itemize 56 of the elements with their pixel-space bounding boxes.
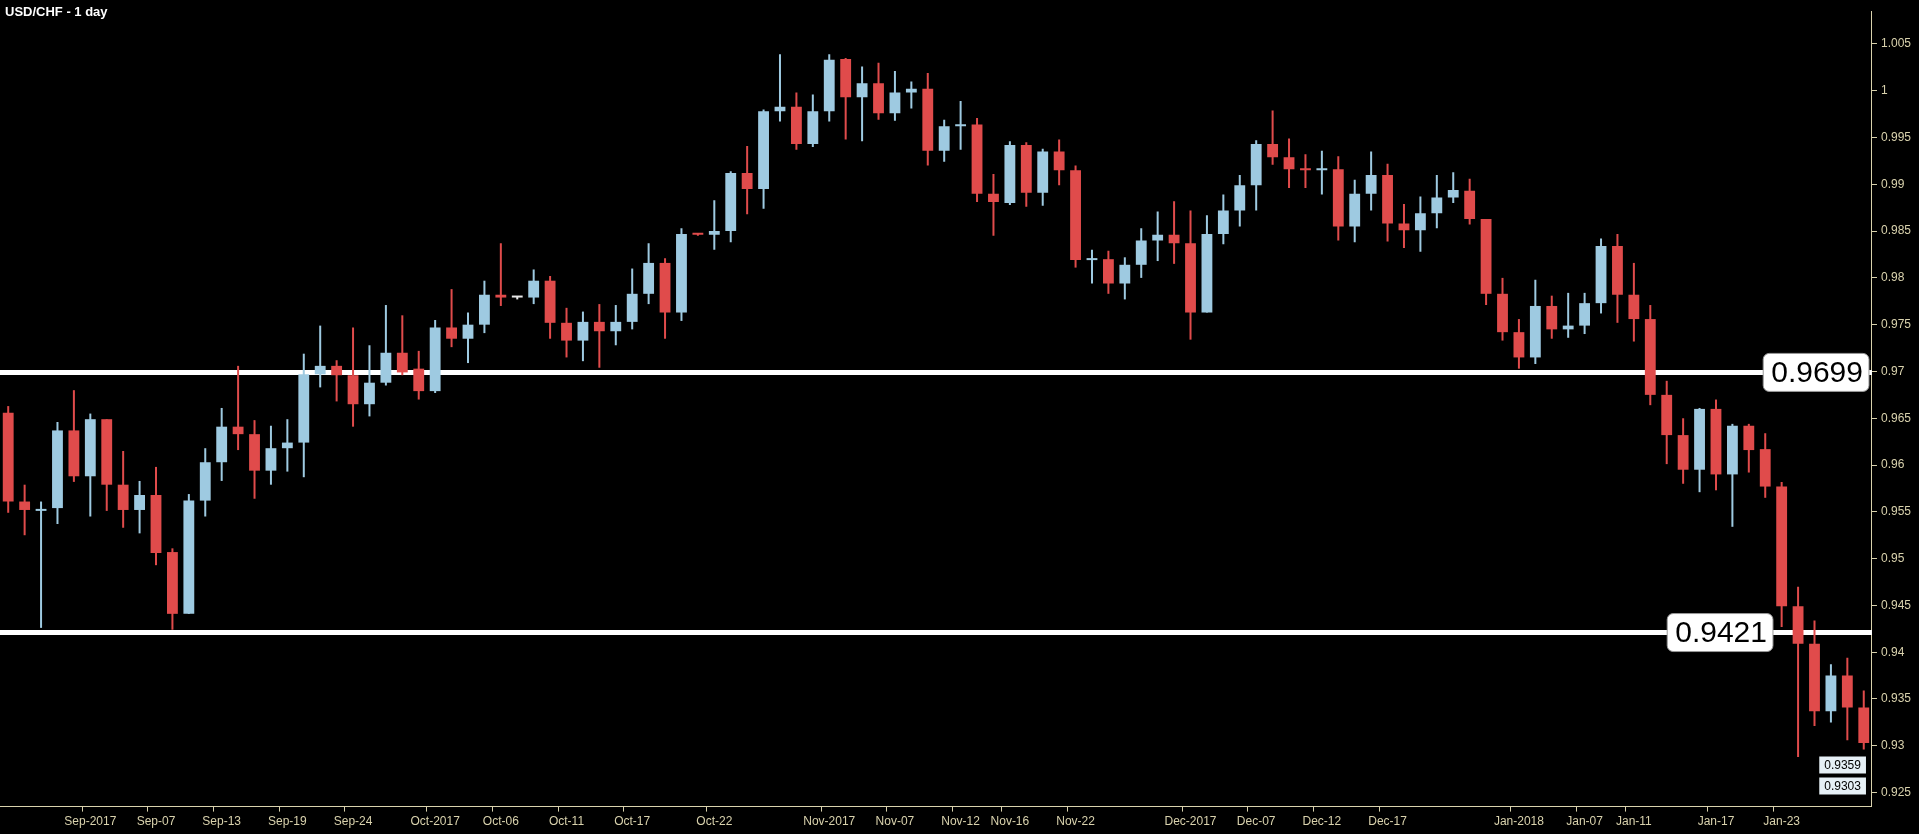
y-tick-label: 0.985	[1880, 223, 1912, 238]
x-tick-label: Nov-22	[1056, 814, 1096, 829]
x-tick-label: Jan-07	[1566, 814, 1604, 829]
x-tick-label: Nov-07	[875, 814, 915, 829]
x-tick-label: Dec-2017	[1164, 814, 1217, 829]
y-tick-label: 0.995	[1880, 129, 1912, 144]
x-tick-label: Oct-06	[482, 814, 520, 829]
x-tick-label: Dec-17	[1368, 814, 1408, 829]
candlestick	[495, 243, 507, 306]
y-tick-label: 0.955	[1880, 504, 1912, 519]
y-tick-label: 0.95	[1880, 550, 1905, 565]
x-tick-label: Jan-17	[1697, 814, 1735, 829]
x-tick-label: Sep-2017	[64, 814, 117, 829]
x-tick-label: Dec-07	[1236, 814, 1276, 829]
x-tick-label: Nov-16	[990, 814, 1030, 829]
x-tick-label: Nov-12	[941, 814, 981, 829]
x-tick-label: Nov-2017	[803, 814, 856, 829]
annotation: 0.9303	[1824, 779, 1862, 794]
candlestick	[232, 365, 244, 451]
ref-line-label: 0.9699	[1771, 354, 1863, 388]
x-tick-label: Sep-24	[333, 814, 373, 829]
x-tick-label: Oct-22	[696, 814, 733, 829]
x-tick-label: Oct-2017	[410, 814, 461, 829]
x-tick-label: Dec-12	[1302, 814, 1342, 829]
x-tick-label: Oct-17	[614, 814, 651, 829]
y-tick-label: 0.945	[1880, 597, 1912, 612]
x-tick-label: Jan-2018	[1493, 814, 1545, 829]
x-tick-label: Sep-07	[136, 814, 176, 829]
x-tick-label: Oct-11	[548, 814, 585, 829]
chart-title: USD/CHF - 1 day	[5, 4, 109, 20]
x-tick-label: Jan-11	[1615, 814, 1653, 829]
y-tick-label: 0.975	[1880, 316, 1912, 331]
candlestick	[281, 419, 293, 472]
y-tick-label: 0.935	[1880, 691, 1912, 706]
ref-line-label: 0.9421	[1675, 614, 1767, 648]
y-tick-label: 0.965	[1880, 410, 1912, 425]
x-tick-label: Sep-19	[268, 814, 308, 829]
x-tick-label: Sep-13	[202, 814, 242, 829]
y-tick-label: 0.96	[1880, 457, 1905, 472]
candlestick	[1316, 150, 1328, 195]
candlestick	[955, 101, 967, 150]
candlestick	[1152, 211, 1164, 262]
x-tick-label: Jan-23	[1763, 814, 1801, 829]
y-tick-label: 0.99	[1880, 176, 1905, 191]
candlestick	[35, 501, 47, 628]
y-tick-label: 1.005	[1880, 36, 1912, 51]
y-tick-label: 0.94	[1880, 644, 1905, 659]
annotation: 0.9359	[1824, 758, 1862, 773]
candlestick	[1086, 249, 1098, 284]
y-tick-label: 0.98	[1880, 270, 1905, 285]
y-tick-label: 1	[1880, 83, 1888, 98]
candlestick	[1300, 154, 1311, 189]
candlestick	[708, 200, 720, 250]
y-tick-label: 0.93	[1880, 738, 1905, 753]
y-tick-label: 0.97	[1880, 363, 1905, 378]
y-tick-label: 0.925	[1880, 784, 1912, 799]
